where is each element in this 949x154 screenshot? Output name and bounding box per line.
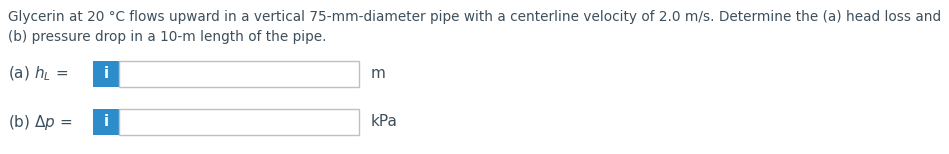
FancyBboxPatch shape: [93, 61, 119, 87]
Text: Glycerin at 20 °C flows upward in a vertical 75-mm-diameter pipe with a centerli: Glycerin at 20 °C flows upward in a vert…: [8, 10, 941, 24]
Text: (a) $h_L$ =: (a) $h_L$ =: [8, 65, 68, 83]
Text: (b) pressure drop in a 10-m length of the pipe.: (b) pressure drop in a 10-m length of th…: [8, 30, 326, 44]
Text: m: m: [371, 67, 386, 81]
Text: (b) $\Delta p$ =: (b) $\Delta p$ =: [8, 113, 72, 132]
FancyBboxPatch shape: [119, 61, 359, 87]
Text: kPa: kPa: [371, 115, 398, 130]
FancyBboxPatch shape: [119, 109, 359, 135]
Text: i: i: [103, 115, 108, 130]
FancyBboxPatch shape: [93, 109, 119, 135]
Text: i: i: [103, 67, 108, 81]
